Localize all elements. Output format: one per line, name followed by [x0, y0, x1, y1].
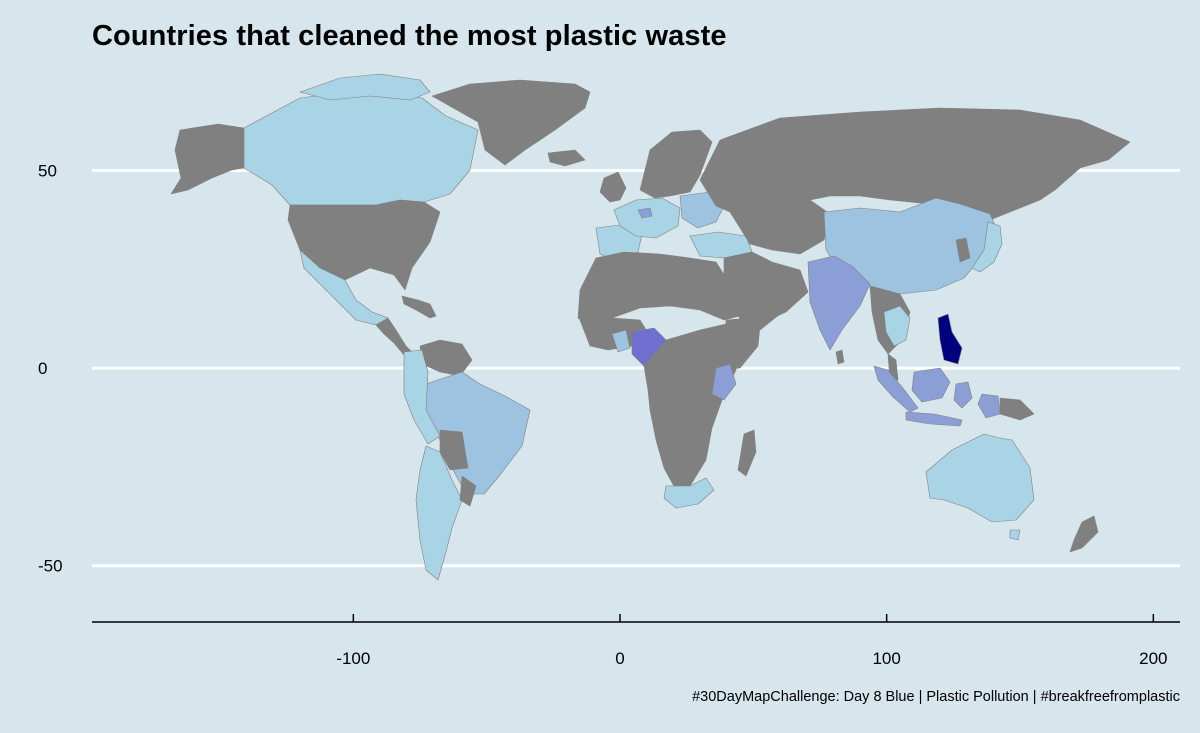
southern-cone [415, 445, 463, 581]
y-tick-label-2: -50 [38, 557, 63, 576]
borneo [911, 367, 951, 403]
java [905, 411, 963, 427]
russia [699, 107, 1131, 221]
new-zealand [1069, 515, 1099, 553]
y-tick-label-1: 0 [38, 359, 47, 378]
canada [243, 87, 479, 206]
papua-new-guinea [999, 397, 1035, 421]
madagascar [737, 429, 757, 477]
y-tick-label-0: 50 [38, 161, 57, 180]
map-title: Countries that cleaned the most plastic … [92, 20, 727, 52]
x-tick-label-2: 100 [872, 649, 900, 668]
tasmania [1009, 529, 1021, 541]
sri-lanka [835, 349, 845, 365]
iceland [547, 149, 586, 167]
kenya [711, 363, 737, 401]
axes-layer: -100 0 100 200 [92, 614, 1180, 668]
north-africa [577, 251, 741, 331]
land-layer [170, 73, 1131, 581]
canadian-arctic-islands [299, 73, 431, 101]
united-states [287, 199, 441, 291]
east-africa [725, 317, 761, 371]
papua-indonesia [977, 393, 1001, 419]
japan [971, 221, 1003, 273]
india [807, 255, 871, 351]
x-tick-label-3: 200 [1139, 649, 1167, 668]
central-africa [643, 323, 741, 491]
sulawesi [953, 381, 973, 409]
british-isles [599, 171, 627, 203]
alaska [170, 123, 245, 195]
x-tick-label-0: -100 [336, 649, 370, 668]
thailand-vietnam [883, 305, 911, 347]
caption: #30DayMapChallenge: Day 8 Blue | Plastic… [692, 689, 1180, 705]
paraguay [459, 475, 477, 507]
caribbean-islands [401, 295, 437, 319]
korea [955, 237, 971, 263]
south-africa [663, 477, 715, 509]
greenland [431, 79, 591, 166]
western-europe [613, 197, 681, 239]
australia [925, 433, 1035, 523]
scandinavia [639, 129, 713, 199]
ghana-region [611, 329, 631, 353]
x-tick-label-1: 0 [615, 649, 624, 668]
sumatra [873, 365, 919, 413]
philippines [937, 313, 963, 365]
bolivia [439, 429, 469, 471]
switzerland [637, 207, 653, 219]
central-america [375, 317, 413, 356]
